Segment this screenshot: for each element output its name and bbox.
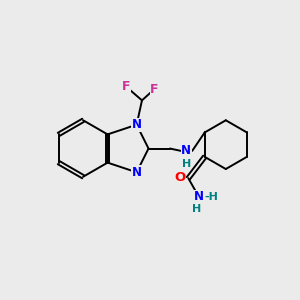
Text: N: N [132,118,142,131]
Text: O: O [174,171,186,184]
Text: H: H [192,204,201,214]
Text: N: N [132,166,142,179]
Text: H: H [182,159,191,169]
Text: -H: -H [204,192,218,202]
Text: F: F [150,82,159,96]
Text: N: N [181,144,191,158]
Text: N: N [194,190,204,203]
Text: F: F [122,80,131,94]
